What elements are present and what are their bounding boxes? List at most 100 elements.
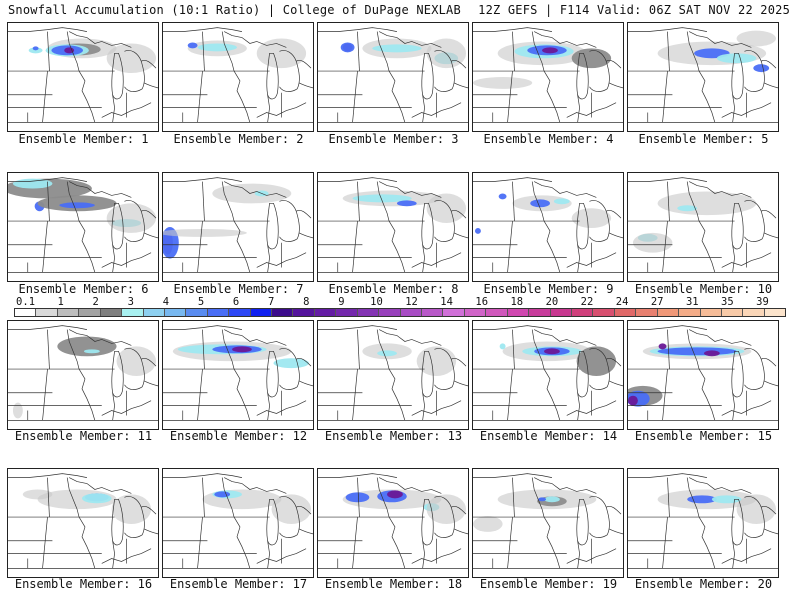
snowfall-shading xyxy=(342,489,467,524)
snow-contour-cyan xyxy=(197,43,238,52)
state-border xyxy=(411,400,462,416)
state-border xyxy=(577,540,580,569)
colorbar-tick-label: 16 xyxy=(475,296,489,308)
michigan-path xyxy=(434,348,455,390)
snow-contour-light xyxy=(12,402,23,419)
state-border xyxy=(202,31,205,72)
lake-huron-path xyxy=(296,60,313,89)
state-border xyxy=(698,368,716,421)
colorbar-swatch xyxy=(679,309,701,316)
ensemble-map-panel xyxy=(7,320,159,430)
state-border xyxy=(267,392,270,421)
snowfall-map xyxy=(318,27,468,123)
state-border xyxy=(667,329,670,370)
michigan-path xyxy=(744,496,765,538)
state-border xyxy=(112,244,115,273)
snowfall-map xyxy=(8,177,158,273)
state-border xyxy=(112,94,115,123)
ensemble-member-label: Ensemble Member: 11 xyxy=(14,429,153,443)
michigan-path xyxy=(589,200,610,242)
lake-michigan-path xyxy=(731,350,744,398)
state-border xyxy=(512,31,515,72)
state-border xyxy=(732,244,735,273)
lake-huron-path xyxy=(141,358,158,387)
lake-huron-path xyxy=(606,506,623,535)
state-border xyxy=(422,392,425,421)
state-border xyxy=(101,252,152,268)
lake-michigan-path xyxy=(266,202,279,250)
state-border xyxy=(531,329,545,370)
lake-huron-path xyxy=(451,210,468,239)
lake-michigan-path xyxy=(731,498,744,546)
colorbar-tick-label: 2 xyxy=(92,296,99,308)
ensemble-map-panel xyxy=(317,320,469,430)
colorbar-swatch xyxy=(79,309,101,316)
border-path xyxy=(318,325,398,330)
colorbar-swatch xyxy=(186,309,208,316)
border-path xyxy=(628,177,708,182)
state-border xyxy=(388,70,406,123)
state-border xyxy=(388,368,406,421)
basemap xyxy=(628,325,778,421)
colorbar-swatch xyxy=(357,309,380,316)
colorbar-swatch xyxy=(57,309,80,316)
snow-contour-cyan xyxy=(499,343,506,350)
lake-michigan-path xyxy=(421,202,434,250)
colorbar-tick-label: 35 xyxy=(721,296,734,308)
state-border xyxy=(233,70,251,123)
ensemble-map-panel xyxy=(7,172,159,282)
snow-contour-light xyxy=(473,516,503,532)
colorbar-swatch xyxy=(593,309,615,316)
state-border xyxy=(202,329,205,370)
snowfall-map xyxy=(628,325,778,421)
lake-michigan-path xyxy=(731,202,744,250)
lake-michigan-path xyxy=(421,52,434,100)
shoreline-path xyxy=(69,329,132,346)
michigan-path xyxy=(434,496,455,538)
colorbar-swatch xyxy=(272,309,294,316)
snow-contour-light xyxy=(416,346,457,376)
ensemble-member-label: Ensemble Member: 15 xyxy=(634,429,773,443)
state-border xyxy=(47,477,50,518)
colorbar-swatch xyxy=(293,309,315,316)
snowfall-map xyxy=(473,325,623,421)
state-border xyxy=(531,477,545,518)
state-border xyxy=(686,329,700,370)
lake-huron-path xyxy=(761,60,778,89)
lake-michigan-path xyxy=(421,350,434,398)
snowfall-shading xyxy=(8,178,157,233)
michigan-path xyxy=(279,496,300,538)
state-border xyxy=(411,252,462,268)
snowfall-shading xyxy=(187,38,307,69)
michigan-path xyxy=(124,50,145,92)
snow-contour-light xyxy=(571,208,612,228)
state-border xyxy=(66,181,80,222)
state-border xyxy=(566,252,617,268)
state-border xyxy=(566,102,617,118)
shoreline-path xyxy=(534,477,597,494)
state-border xyxy=(543,220,561,273)
run-valid-time: 12Z GEFS | F114 Valid: 06Z SAT NOV 22 20… xyxy=(478,3,790,17)
lake-michigan-path xyxy=(576,202,589,250)
snow-contour-gray xyxy=(57,336,117,357)
snowfall-shading xyxy=(163,183,292,259)
state-border xyxy=(531,181,545,222)
state-border xyxy=(721,400,772,416)
basemap xyxy=(8,325,158,421)
lake-michigan-path xyxy=(731,52,744,100)
lake-michigan-path xyxy=(111,202,124,250)
snowfall-shading xyxy=(499,341,617,376)
state-border xyxy=(47,181,50,222)
state-border xyxy=(112,540,115,569)
state-border xyxy=(221,329,235,370)
snow-contour-purple xyxy=(232,346,252,353)
state-border xyxy=(101,400,152,416)
snow-contour-light xyxy=(426,494,467,524)
state-border xyxy=(512,181,515,222)
ensemble-map-panel xyxy=(162,22,314,132)
state-border xyxy=(667,477,670,518)
snowfall-map xyxy=(318,177,468,273)
basemap xyxy=(163,177,313,273)
snow-contour-purple xyxy=(658,343,667,350)
colorbar-swatch xyxy=(443,309,465,316)
